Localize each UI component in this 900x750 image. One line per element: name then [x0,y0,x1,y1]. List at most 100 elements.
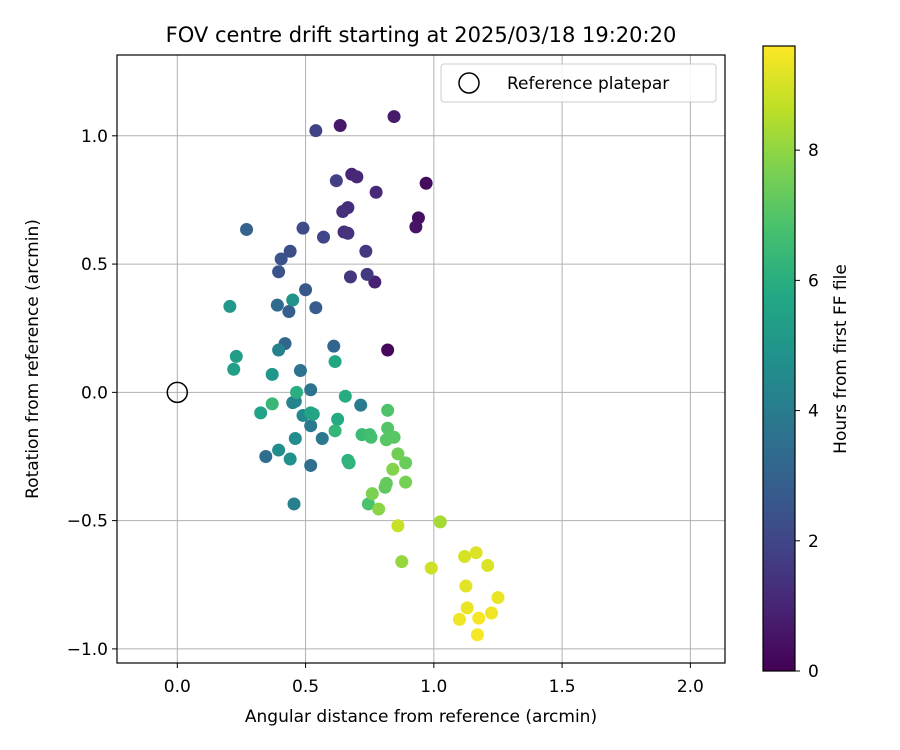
data-point [283,244,297,258]
reference-layer [166,381,189,404]
x-tick-label: 2.0 [677,677,704,697]
data-point [381,403,395,417]
data-point [381,421,395,435]
legend: Reference platepar [440,63,717,103]
data-point [254,406,268,420]
data-point [469,546,483,560]
data-point [481,559,495,573]
y-tick-label: −1.0 [67,640,108,660]
data-points [223,110,505,642]
data-point [272,343,286,357]
data-point [395,555,409,569]
legend-box [440,63,717,103]
data-point [360,267,374,281]
data-point [315,432,329,446]
data-point [359,244,373,258]
data-point [306,407,320,421]
data-point [333,119,347,133]
data-point [387,110,401,124]
colorbar: 0 2 4 6 8 Hours from first FF file [762,45,851,682]
x-tick-label: 1.5 [549,677,576,697]
data-point [387,430,401,444]
data-point [381,343,395,357]
plot-frame [116,54,726,664]
x-tick-label: 0.5 [292,677,319,697]
data-point [433,515,447,529]
data-point [223,299,237,313]
y-tick-label: −0.5 [67,512,108,532]
data-point [391,447,405,461]
data-point [272,443,286,457]
colorbar-label: Hours from first FF file [831,264,851,454]
data-point [460,601,474,615]
data-point [364,430,378,444]
data-point [296,221,310,235]
data-point [274,252,288,266]
data-point [309,124,323,138]
data-point [304,458,318,472]
y-axis-label: Rotation from reference (arcmin) [23,219,43,499]
colorbar-ticks: 0 2 4 6 8 [795,141,819,682]
data-point [287,497,301,511]
x-axis-label: Angular distance from reference (arcmin) [245,707,597,727]
data-point [299,283,313,297]
colorbar-tick-label: 4 [808,402,819,422]
reference-platepar-marker [166,381,189,404]
data-point [317,230,331,244]
colorbar-tick-label: 0 [808,662,819,682]
data-point [399,456,413,470]
colorbar-tick-label: 2 [808,532,819,552]
data-point [472,611,486,625]
data-point [338,389,352,403]
data-point [259,449,273,463]
data-point [361,497,375,511]
data-point [399,475,413,489]
chart-title: FOV centre drift starting at 2025/03/18 … [166,23,677,47]
data-point [293,364,307,378]
data-point [286,396,300,410]
data-point [485,606,499,620]
grid-lines [117,55,725,663]
data-point [286,293,300,307]
data-point [452,612,466,626]
colorbar-gradient [762,45,796,672]
data-point [282,305,296,319]
y-tick-label: 0.0 [81,383,108,403]
data-point [328,424,342,438]
data-point [424,561,438,575]
data-point [227,362,241,376]
data-point [458,550,472,564]
legend-reference-marker [458,72,480,94]
data-point [336,204,350,218]
data-point [341,226,355,240]
data-point [491,591,505,605]
data-point [265,367,279,381]
data-point [229,349,243,363]
data-point [327,339,341,353]
data-point [309,301,323,315]
x-tick-label: 1.0 [420,677,447,697]
data-point [386,462,400,476]
data-point [288,432,302,446]
x-tick-label: 0.0 [164,677,191,697]
data-point [265,397,279,411]
colorbar-tick-label: 6 [808,271,819,291]
data-point [409,220,423,234]
data-point [343,270,357,284]
data-point [372,502,386,516]
data-point [283,452,297,466]
data-point [329,174,343,188]
data-point [272,265,286,279]
data-point [354,398,368,412]
data-point [391,519,405,533]
data-point [331,412,345,426]
legend-reference-label: Reference platepar [507,74,669,94]
data-point [470,628,484,642]
data-point [304,419,318,433]
y-tick-label: 1.0 [81,127,108,147]
data-point [270,298,284,312]
data-point [369,185,383,199]
y-axis-ticks: −1.0 −0.5 0.0 0.5 1.0 [67,127,117,660]
data-point [459,579,473,593]
